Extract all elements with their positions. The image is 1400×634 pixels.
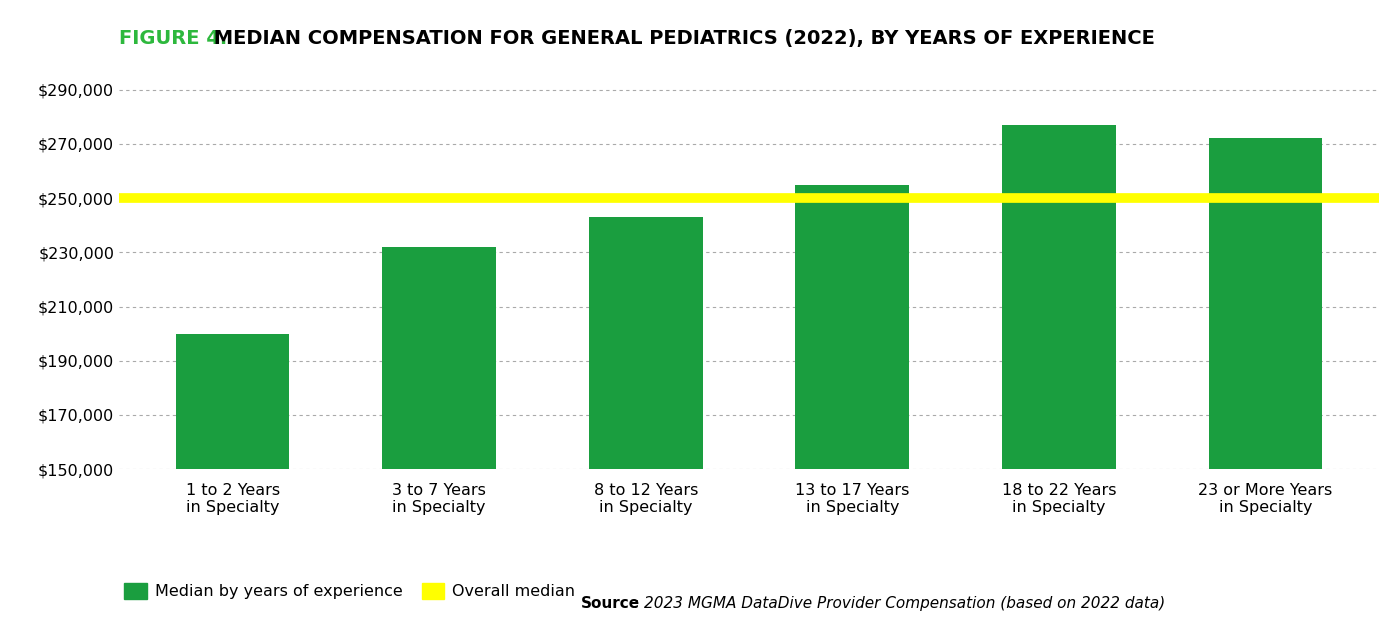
Bar xyxy=(382,247,496,634)
Text: Source: Source xyxy=(581,596,640,611)
Text: MEDIAN COMPENSATION FOR GENERAL PEDIATRICS (2022), BY YEARS OF EXPERIENCE: MEDIAN COMPENSATION FOR GENERAL PEDIATRI… xyxy=(207,29,1155,48)
Bar xyxy=(1002,125,1116,634)
Text: FIGURE 4.: FIGURE 4. xyxy=(119,29,227,48)
Bar xyxy=(795,184,909,634)
Bar xyxy=(1208,138,1322,634)
Text: : 2023 MGMA DataDive Provider Compensation (based on 2022 data): : 2023 MGMA DataDive Provider Compensati… xyxy=(634,596,1165,611)
Bar xyxy=(589,217,703,634)
Legend: Median by years of experience, Overall median: Median by years of experience, Overall m… xyxy=(125,583,575,599)
Bar xyxy=(176,333,290,634)
